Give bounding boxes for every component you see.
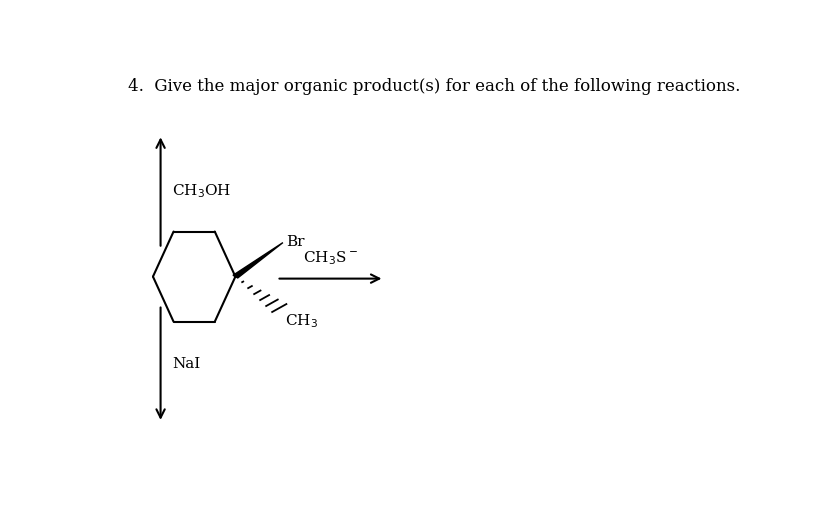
Text: NaI: NaI	[172, 357, 200, 371]
Polygon shape	[233, 242, 283, 278]
Text: CH$_3$S$^-$: CH$_3$S$^-$	[303, 249, 358, 267]
Text: Br: Br	[286, 235, 304, 249]
Text: CH$_3$OH: CH$_3$OH	[172, 183, 231, 200]
Text: 4.  Give the major organic product(s) for each of the following reactions.: 4. Give the major organic product(s) for…	[128, 79, 740, 95]
Text: CH$_3$: CH$_3$	[285, 313, 318, 330]
